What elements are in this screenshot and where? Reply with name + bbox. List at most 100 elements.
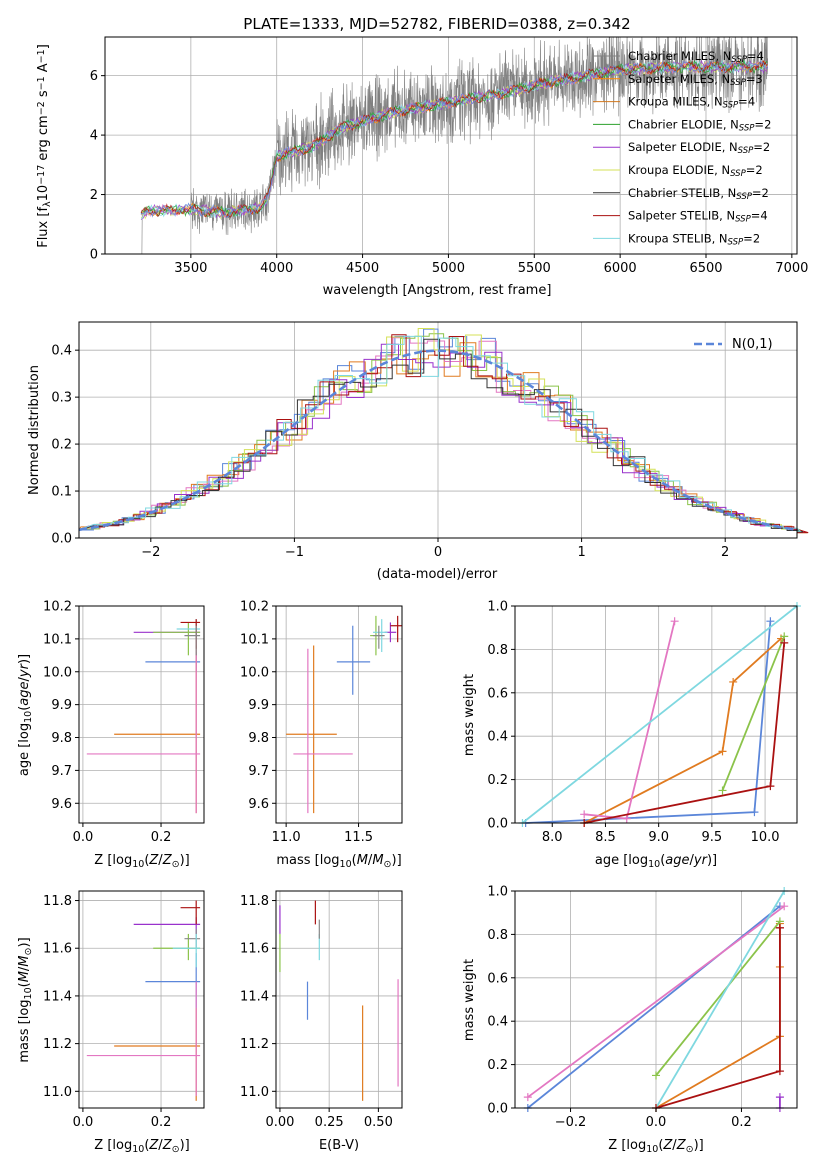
series-orange bbox=[580, 634, 786, 827]
axes-frame bbox=[78, 605, 205, 824]
x-axis-label-part: age [log bbox=[595, 853, 648, 868]
model-spectrum-line bbox=[140, 59, 768, 219]
y-axis-label: Flux [fλ10−17 erg cm−2 s−1 A−1] bbox=[36, 44, 53, 248]
legend-n: 3 bbox=[755, 72, 762, 86]
axes-frame bbox=[275, 605, 403, 824]
histogram-step bbox=[78, 338, 804, 533]
y-tick-label: 0.1 bbox=[51, 485, 72, 500]
x-tick-label: 11.0 bbox=[272, 830, 301, 845]
panel-2: −2 −1 0 1 2 0.0 0.1 0.2 0.3 0.4 (data-model)/error… bbox=[27, 321, 809, 582]
y-tick-label: 10.0 bbox=[43, 665, 72, 680]
y-tick-label: 0.6 bbox=[487, 686, 508, 701]
errorbar-point bbox=[86, 981, 201, 1097]
y-axis-label-part: yr bbox=[17, 662, 32, 678]
y-axis-label-part: )] bbox=[17, 654, 32, 664]
x-axis-label-part: M bbox=[357, 853, 368, 868]
x-axis-label: Z [log10(Z/Z⊙)] bbox=[608, 1138, 703, 1155]
y-tick-label: 0.0 bbox=[487, 817, 508, 832]
y-axis-label-part: ] bbox=[36, 44, 51, 49]
plus-marker bbox=[775, 1093, 784, 1102]
series-line bbox=[655, 920, 781, 1077]
x-axis-label-part: ( bbox=[144, 853, 149, 868]
x-axis-label-part: / bbox=[672, 1138, 677, 1153]
legend-name: Kroupa ELODIE, N bbox=[628, 163, 730, 177]
errorbar-point bbox=[336, 625, 371, 695]
plus-marker bbox=[580, 810, 589, 819]
x-axis-label-part: Z bbox=[662, 1138, 673, 1153]
x-axis-label-part: 10 bbox=[646, 1144, 658, 1155]
y-tick-label: 9.7 bbox=[248, 764, 269, 779]
legend-name: Salpeter STELIB, N bbox=[628, 209, 735, 223]
legend-sub: SSP bbox=[738, 146, 754, 156]
x-tick-label: 0.0 bbox=[646, 1115, 667, 1130]
y-tick-label: 0.6 bbox=[487, 971, 508, 986]
legend-label: Salpeter ELODIE, NSSP=2 bbox=[628, 140, 770, 156]
legend-entry: Chabrier ELODIE, NSSP=2 bbox=[593, 117, 771, 134]
series-green bbox=[652, 917, 784, 1080]
legend-n: 2 bbox=[755, 163, 762, 177]
x-tick-label: 0.0 bbox=[73, 1115, 94, 1130]
series-red bbox=[580, 638, 789, 827]
x-axis-label-part: ⊙ bbox=[172, 1144, 180, 1155]
series-orange bbox=[652, 919, 784, 1112]
y-axis-label-part: −2 bbox=[36, 101, 47, 115]
y-tick-label: 0.2 bbox=[487, 1058, 508, 1073]
y-tick-label: 0.4 bbox=[51, 344, 72, 359]
y-tick-label: 11.6 bbox=[43, 942, 72, 957]
y-axis-label-part: / bbox=[17, 966, 32, 971]
legend-entry: Chabrier MILES, NSSP=4 bbox=[593, 49, 764, 65]
x-axis-label-part: Z [log bbox=[94, 1138, 132, 1153]
series-pink bbox=[523, 902, 789, 1102]
legend-name: Kroupa STELIB, N bbox=[628, 231, 728, 245]
x-axis-label-part: )] bbox=[180, 853, 190, 868]
legend-n: 2 bbox=[764, 117, 771, 131]
plus-marker bbox=[670, 617, 679, 626]
legend-entry: Salpeter ELODIE, NSSP=2 bbox=[593, 140, 770, 156]
legend-name: Kroupa MILES, N bbox=[628, 95, 723, 109]
x-axis-label-part: ⊙ bbox=[384, 859, 392, 870]
y-axis-label-part: Flux [f bbox=[36, 207, 51, 248]
x-tick-label: 9.0 bbox=[648, 830, 669, 845]
series-pink bbox=[580, 617, 679, 823]
y-axis-label-part: λ bbox=[42, 201, 53, 207]
x-tick-label: 0 bbox=[434, 545, 442, 560]
y-tick-label: 6 bbox=[90, 69, 98, 84]
y-tick-label: 11.2 bbox=[240, 1037, 269, 1052]
legend-sub: SSP bbox=[730, 78, 746, 88]
series-line bbox=[721, 636, 786, 791]
x-axis-label-part: )] bbox=[707, 853, 717, 868]
x-axis-label-part: yr bbox=[693, 853, 709, 868]
y-tick-label: 0.0 bbox=[51, 532, 72, 547]
x-tick-label: 8.5 bbox=[595, 830, 616, 845]
plus-marker bbox=[750, 808, 759, 817]
x-axis-label-part: / bbox=[158, 853, 163, 868]
y-tick-label: 0.2 bbox=[51, 438, 72, 453]
plus-marker bbox=[775, 1067, 784, 1076]
series-line bbox=[655, 923, 781, 1109]
legend-sub: SSP bbox=[735, 215, 751, 225]
legend-label: N(0,1) bbox=[732, 337, 773, 352]
x-tick-label: 11.5 bbox=[344, 830, 373, 845]
series-green bbox=[718, 632, 789, 795]
plus-marker bbox=[718, 786, 727, 795]
legend-entry: Kroupa ELODIE, NSSP=2 bbox=[593, 163, 763, 179]
x-tick-label: 5000 bbox=[432, 261, 465, 276]
axes-frame bbox=[275, 890, 403, 1109]
y-tick-label: 1.0 bbox=[487, 600, 508, 615]
y-tick-label: 10.1 bbox=[240, 632, 269, 647]
series-line bbox=[527, 905, 785, 1098]
y-tick-label: 0.2 bbox=[487, 773, 508, 788]
x-axis-label-part: ⊙ bbox=[172, 859, 180, 870]
y-axis-label-part: )] bbox=[17, 937, 32, 947]
plus-marker bbox=[766, 782, 775, 791]
axes-frame bbox=[104, 36, 798, 255]
x-axis-label: E(B-V) bbox=[319, 1138, 359, 1153]
y-tick-label: 9.7 bbox=[51, 764, 72, 779]
y-tick-label: 0.0 bbox=[487, 1102, 508, 1117]
plus-marker bbox=[622, 814, 631, 823]
legend-n: 4 bbox=[760, 209, 767, 223]
x-tick-label: 0.2 bbox=[731, 1115, 752, 1130]
y-tick-label: 10.1 bbox=[43, 632, 72, 647]
legend-eq: = bbox=[746, 163, 756, 177]
y-axis-label: mass [log10(M/M⊙)] bbox=[17, 937, 34, 1062]
